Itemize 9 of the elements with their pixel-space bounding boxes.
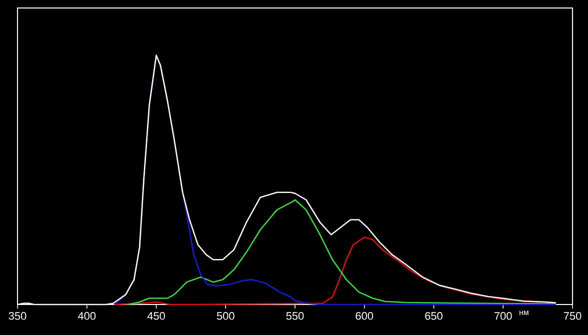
- x-tick-label: 550: [286, 312, 304, 320]
- x-tick-label: 750: [564, 312, 582, 320]
- x-tick-label: 650: [425, 312, 442, 320]
- x-tick-label: 450: [147, 312, 165, 320]
- x-tick-label: 350: [8, 312, 26, 320]
- x-tick-label: 600: [356, 312, 374, 320]
- x-tick-label: 400: [78, 312, 96, 320]
- x-tick-label: 700: [494, 312, 512, 320]
- x-tick-label: 500: [216, 312, 234, 320]
